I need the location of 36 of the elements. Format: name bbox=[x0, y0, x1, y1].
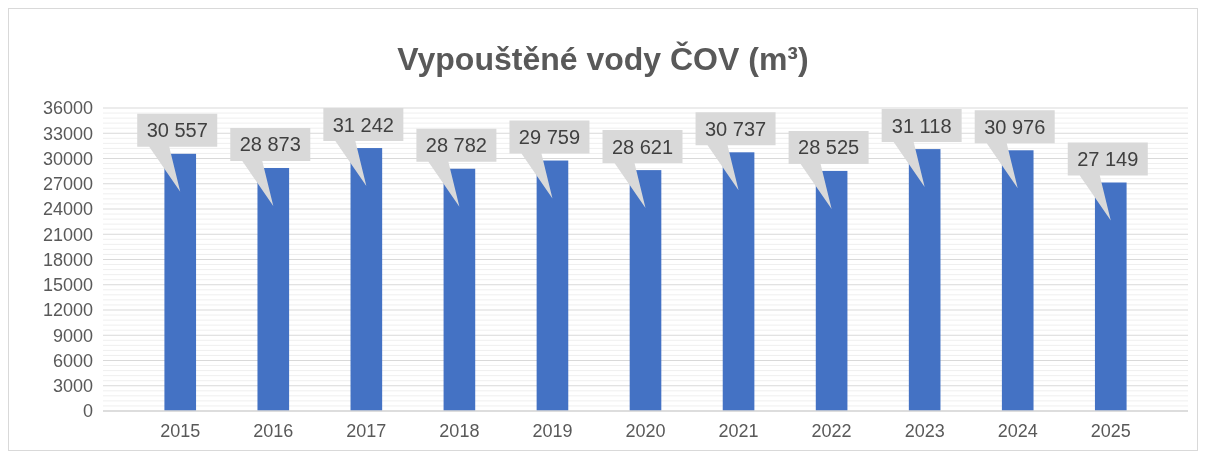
x-tick-label: 2016 bbox=[253, 421, 294, 441]
y-tick-label: 18000 bbox=[42, 249, 93, 270]
y-tick-label: 36000 bbox=[42, 98, 93, 119]
y-tick-label: 3000 bbox=[52, 376, 93, 397]
y-tick-label: 0 bbox=[82, 401, 93, 422]
y-tick-label: 27000 bbox=[42, 174, 93, 195]
data-label: 28 782 bbox=[425, 134, 487, 157]
x-tick-label: 2025 bbox=[1090, 421, 1131, 441]
x-tick-label: 2021 bbox=[718, 421, 759, 441]
data-label: 30 737 bbox=[704, 117, 767, 140]
x-tick-label: 2019 bbox=[532, 421, 573, 441]
data-label: 27 149 bbox=[1077, 148, 1139, 170]
x-tick-label: 2015 bbox=[160, 421, 201, 441]
x-tick-label: 2020 bbox=[625, 421, 666, 441]
y-tick-label: 24000 bbox=[42, 199, 93, 220]
x-tick-label: 2023 bbox=[904, 421, 945, 441]
y-tick-label: 33000 bbox=[42, 123, 93, 144]
y-tick-label: 9000 bbox=[52, 325, 93, 346]
data-label: 29 759 bbox=[518, 126, 581, 149]
data-label: 31 118 bbox=[891, 114, 952, 137]
data-label: 30 976 bbox=[984, 115, 1046, 138]
chart-title: Vypouštěné vody ČOV (m³) bbox=[397, 41, 809, 77]
y-tick-label: 12000 bbox=[42, 300, 93, 321]
data-label: 28 621 bbox=[611, 135, 674, 158]
x-tick-label: 2018 bbox=[439, 421, 480, 441]
y-tick-label: 21000 bbox=[42, 224, 93, 245]
x-tick-label: 2022 bbox=[811, 421, 852, 441]
data-label: 28 873 bbox=[239, 133, 301, 156]
y-tick-label: 6000 bbox=[52, 350, 93, 371]
x-tick-label: 2024 bbox=[997, 421, 1038, 441]
data-label: 28 525 bbox=[798, 136, 860, 159]
x-tick-label: 2017 bbox=[346, 421, 387, 441]
data-label: 31 242 bbox=[332, 113, 394, 136]
y-tick-label: 15000 bbox=[42, 275, 93, 296]
y-tick-label: 30000 bbox=[42, 148, 93, 169]
data-label: 30 557 bbox=[146, 119, 208, 142]
